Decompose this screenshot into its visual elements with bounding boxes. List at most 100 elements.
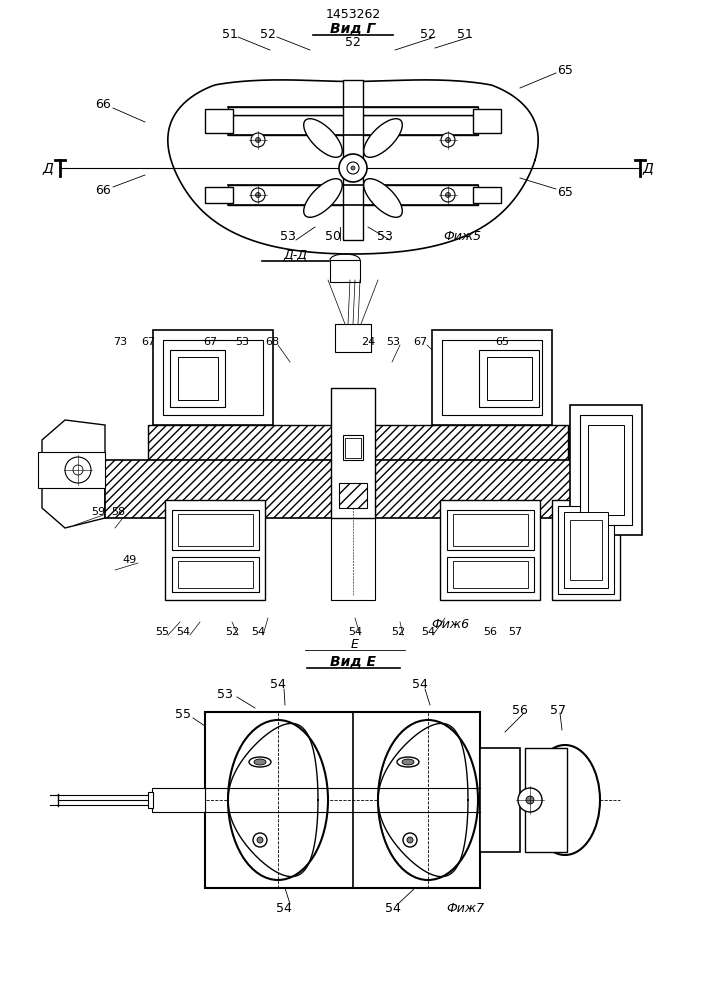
Polygon shape <box>168 80 538 254</box>
Text: 54: 54 <box>251 627 265 637</box>
Text: Фиж5: Фиж5 <box>443 231 481 243</box>
Bar <box>473 187 501 203</box>
Polygon shape <box>42 420 105 528</box>
Text: 57: 57 <box>508 627 522 637</box>
Text: Фиж7: Фиж7 <box>446 902 484 914</box>
Bar <box>487 357 532 400</box>
Bar <box>205 187 233 203</box>
Bar <box>580 415 632 525</box>
Ellipse shape <box>363 179 402 217</box>
Ellipse shape <box>304 179 342 217</box>
Bar <box>178 561 253 588</box>
Ellipse shape <box>228 720 328 880</box>
Ellipse shape <box>254 759 266 765</box>
Circle shape <box>441 188 455 202</box>
Ellipse shape <box>249 757 271 767</box>
Text: 54: 54 <box>176 627 190 637</box>
Text: Д: Д <box>643 161 653 175</box>
Bar <box>178 357 218 400</box>
Text: 54: 54 <box>270 678 286 692</box>
Circle shape <box>251 133 265 147</box>
Circle shape <box>407 837 413 843</box>
Ellipse shape <box>530 745 600 855</box>
Bar <box>440 500 540 600</box>
Ellipse shape <box>397 757 419 767</box>
Bar <box>552 500 620 600</box>
Text: 53: 53 <box>217 688 233 702</box>
Bar <box>453 514 528 546</box>
Text: 67: 67 <box>203 337 217 347</box>
Text: 67: 67 <box>413 337 427 347</box>
Ellipse shape <box>363 119 402 157</box>
Bar <box>588 425 624 515</box>
Text: 53: 53 <box>280 231 296 243</box>
Bar <box>432 330 552 425</box>
Text: 66: 66 <box>95 184 111 196</box>
Text: 54: 54 <box>421 627 435 637</box>
Bar <box>453 561 528 588</box>
Bar <box>228 107 478 115</box>
Bar <box>570 520 602 580</box>
Text: 58: 58 <box>111 507 125 517</box>
Bar <box>479 350 539 407</box>
Bar <box>165 500 265 600</box>
Bar <box>105 460 610 518</box>
Text: 52: 52 <box>345 36 361 49</box>
Circle shape <box>253 833 267 847</box>
Circle shape <box>65 457 91 483</box>
Text: 59: 59 <box>91 507 105 517</box>
Bar <box>163 340 263 415</box>
Bar <box>447 557 534 592</box>
Text: 52: 52 <box>260 27 276 40</box>
Bar <box>148 425 568 460</box>
Text: Д: Д <box>42 161 54 175</box>
Circle shape <box>403 833 417 847</box>
Text: Е: Е <box>351 639 359 652</box>
Bar <box>153 330 273 425</box>
Bar <box>331 388 375 518</box>
Bar <box>473 109 501 133</box>
Circle shape <box>441 133 455 147</box>
Text: 68: 68 <box>265 337 279 347</box>
Text: 66: 66 <box>95 99 111 111</box>
Bar <box>178 514 253 546</box>
Polygon shape <box>570 420 630 528</box>
Text: 52: 52 <box>225 627 239 637</box>
Bar <box>205 712 480 888</box>
Bar <box>152 788 205 812</box>
Bar <box>228 185 478 205</box>
Bar <box>343 80 363 240</box>
Bar <box>38 452 105 488</box>
Ellipse shape <box>378 720 478 880</box>
Bar <box>330 260 360 282</box>
Bar <box>525 748 567 852</box>
Text: Вид Г: Вид Г <box>330 22 375 36</box>
Bar <box>172 510 259 550</box>
Bar <box>172 557 259 592</box>
Circle shape <box>445 137 450 142</box>
Text: 54: 54 <box>385 902 401 914</box>
Text: 56: 56 <box>483 627 497 637</box>
Text: Фиж6: Фиж6 <box>431 618 469 632</box>
Text: 54: 54 <box>348 627 362 637</box>
Bar <box>205 109 233 133</box>
Text: 57: 57 <box>550 704 566 716</box>
Text: 52: 52 <box>391 627 405 637</box>
Text: 51: 51 <box>457 27 473 40</box>
Text: 53: 53 <box>377 231 393 243</box>
Bar <box>558 506 614 594</box>
Text: 50: 50 <box>325 231 341 243</box>
Circle shape <box>339 154 367 182</box>
Bar <box>345 438 361 458</box>
Bar <box>331 500 375 600</box>
Text: Д-Д: Д-Д <box>283 248 307 261</box>
Text: 55: 55 <box>175 708 191 722</box>
Text: 65: 65 <box>495 337 509 347</box>
Circle shape <box>347 162 359 174</box>
Text: 53: 53 <box>386 337 400 347</box>
Text: Вид Е: Вид Е <box>330 655 376 669</box>
Bar <box>339 483 367 508</box>
Bar <box>148 792 153 808</box>
Circle shape <box>257 837 263 843</box>
Text: 56: 56 <box>512 704 528 716</box>
